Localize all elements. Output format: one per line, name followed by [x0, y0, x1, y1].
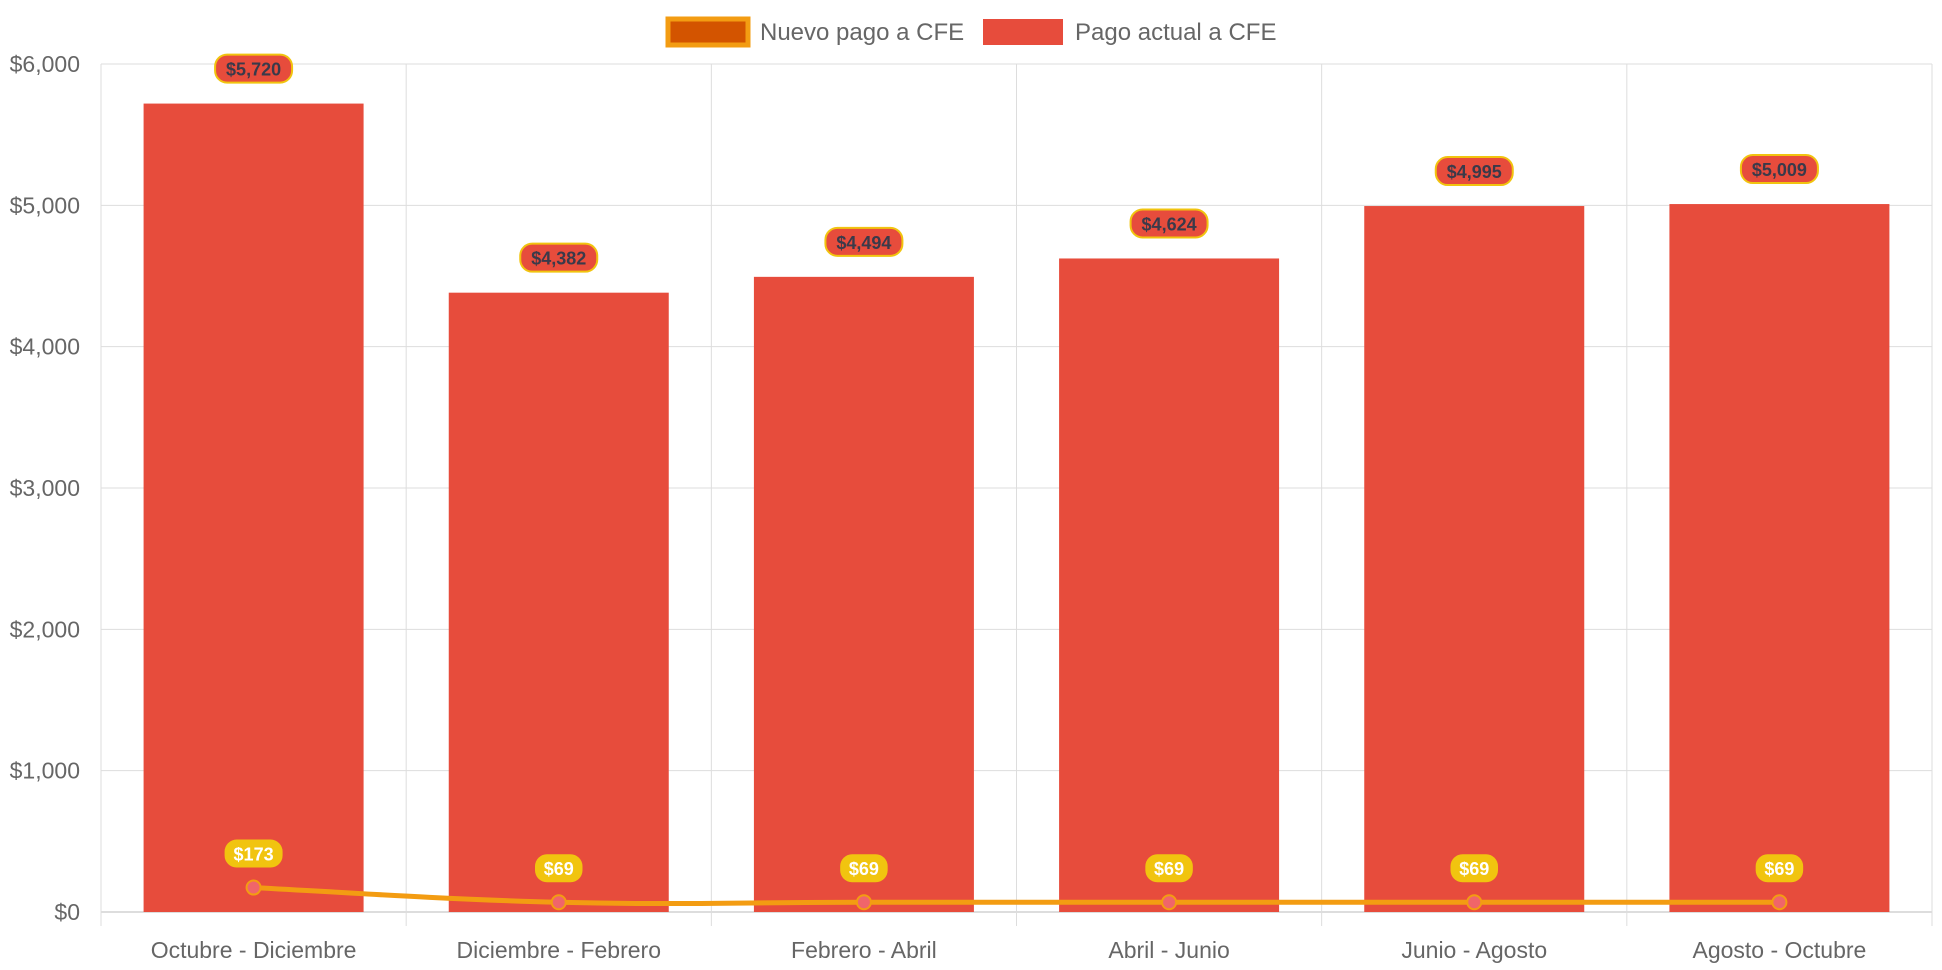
y-tick-label: $0	[54, 899, 80, 925]
y-tick-label: $2,000	[10, 616, 80, 642]
line-point	[1161, 894, 1178, 911]
bar-value-label: $4,382	[531, 249, 586, 269]
legend-label-nuevo-pago: Nuevo pago a CFE	[760, 19, 964, 46]
bar-value-badge	[1129, 208, 1209, 239]
bar-value-badge	[824, 226, 904, 257]
line-value-badge	[1145, 854, 1193, 883]
y-axis: $0 $1,000 $2,000 $3,000 $4,000 $5,000 $6,000	[10, 51, 80, 925]
line-point	[245, 879, 262, 896]
legend: Nuevo pago a CFE Pago actual a CFE	[665, 16, 1276, 48]
line-value-badge	[840, 854, 888, 883]
bar-value-badge	[1434, 156, 1514, 187]
bar-value-label: $5,720	[226, 60, 281, 80]
x-tick-label: Junio - Agosto	[1401, 937, 1547, 963]
bar	[1364, 206, 1585, 913]
line-value-badge	[535, 854, 583, 883]
gridlines	[100, 63, 1933, 926]
bar-value-label: $4,995	[1447, 162, 1502, 182]
y-tick-label: $5,000	[10, 192, 80, 218]
bar	[448, 292, 669, 912]
y-tick-label: $3,000	[10, 475, 80, 501]
line-point	[550, 894, 567, 911]
bar	[1669, 204, 1890, 912]
bar-value-badge	[214, 53, 294, 84]
bar-value-badge	[519, 242, 599, 273]
bar	[143, 103, 364, 912]
bar-value-label: $4,624	[1142, 214, 1197, 234]
bar-value-badge	[1739, 154, 1819, 185]
bar	[753, 276, 974, 912]
legend-swatch-pago-actual	[983, 19, 1063, 45]
bar	[1059, 258, 1280, 912]
x-tick-label: Diciembre - Febrero	[457, 937, 662, 963]
y-tick-label: $1,000	[10, 758, 80, 784]
legend-label-pago-actual: Pago actual a CFE	[1075, 19, 1276, 46]
y-tick-label: $6,000	[10, 51, 80, 77]
line-value-label: $69	[849, 859, 879, 879]
line-value-badge	[1755, 854, 1804, 883]
line-value-label: $69	[1764, 859, 1794, 879]
bar-series	[143, 103, 1890, 913]
x-tick-label: Abril - Junio	[1108, 937, 1229, 963]
bar-value-label: $4,494	[836, 233, 891, 253]
x-tick-label: Febrero - Abril	[791, 937, 937, 963]
series-line	[251, 885, 1782, 907]
line-series	[245, 879, 1788, 911]
x-tick-label: Octubre - Diciembre	[151, 937, 357, 963]
legend-swatch-nuevo-pago	[665, 16, 751, 48]
line-value-badge	[1450, 854, 1498, 883]
line-value-label: $173	[234, 845, 274, 865]
data-labels: $5,720 $4,382 $4,494 $4,624 $4,995 $5,009 $173…	[214, 53, 1819, 883]
line-value-badge	[224, 839, 283, 868]
line-value-label: $69	[1459, 859, 1489, 879]
x-tick-label: Agosto - Octubre	[1692, 937, 1866, 963]
y-tick-label: $4,000	[10, 334, 80, 360]
line-value-label: $69	[1154, 859, 1184, 879]
line-point	[1771, 894, 1788, 911]
bar-value-label: $5,009	[1752, 160, 1807, 180]
line-point	[1466, 894, 1483, 911]
line-value-label: $69	[544, 859, 574, 879]
line-point	[855, 894, 872, 911]
x-axis: Octubre - Diciembre Diciembre - Febrero Fe…	[151, 937, 1867, 963]
